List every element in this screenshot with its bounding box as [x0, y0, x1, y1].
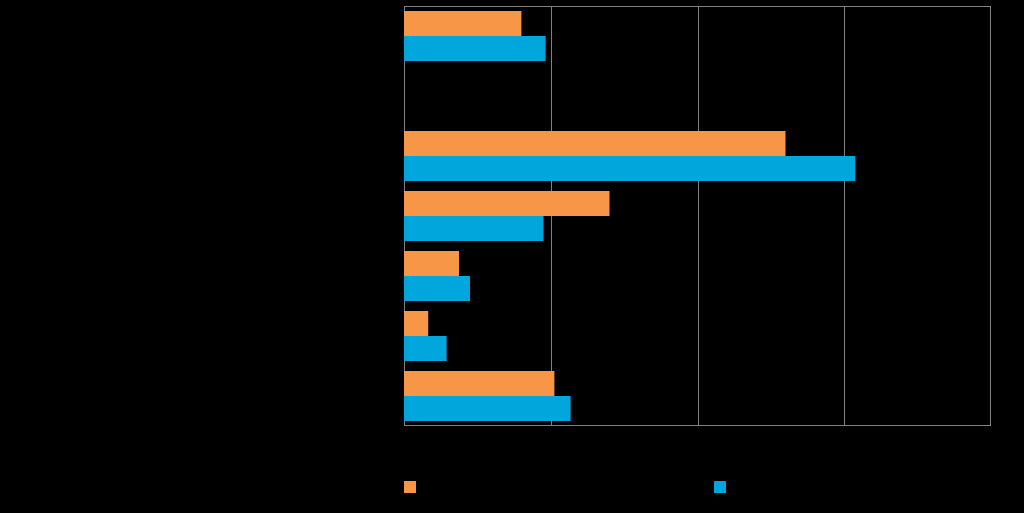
bar: [404, 336, 447, 361]
bar: [404, 191, 610, 216]
bar: [404, 371, 555, 396]
bar: [404, 36, 546, 61]
bar: [404, 131, 786, 156]
bar: [404, 216, 544, 241]
bar: [404, 276, 470, 301]
bar: [404, 11, 522, 36]
bar: [404, 311, 429, 336]
bar-series: [404, 11, 856, 421]
bar: [404, 396, 571, 421]
bar: [404, 251, 459, 276]
legend-swatch: [714, 481, 726, 493]
bar: [404, 156, 856, 181]
legend: [404, 481, 726, 493]
legend-swatch: [404, 481, 416, 493]
